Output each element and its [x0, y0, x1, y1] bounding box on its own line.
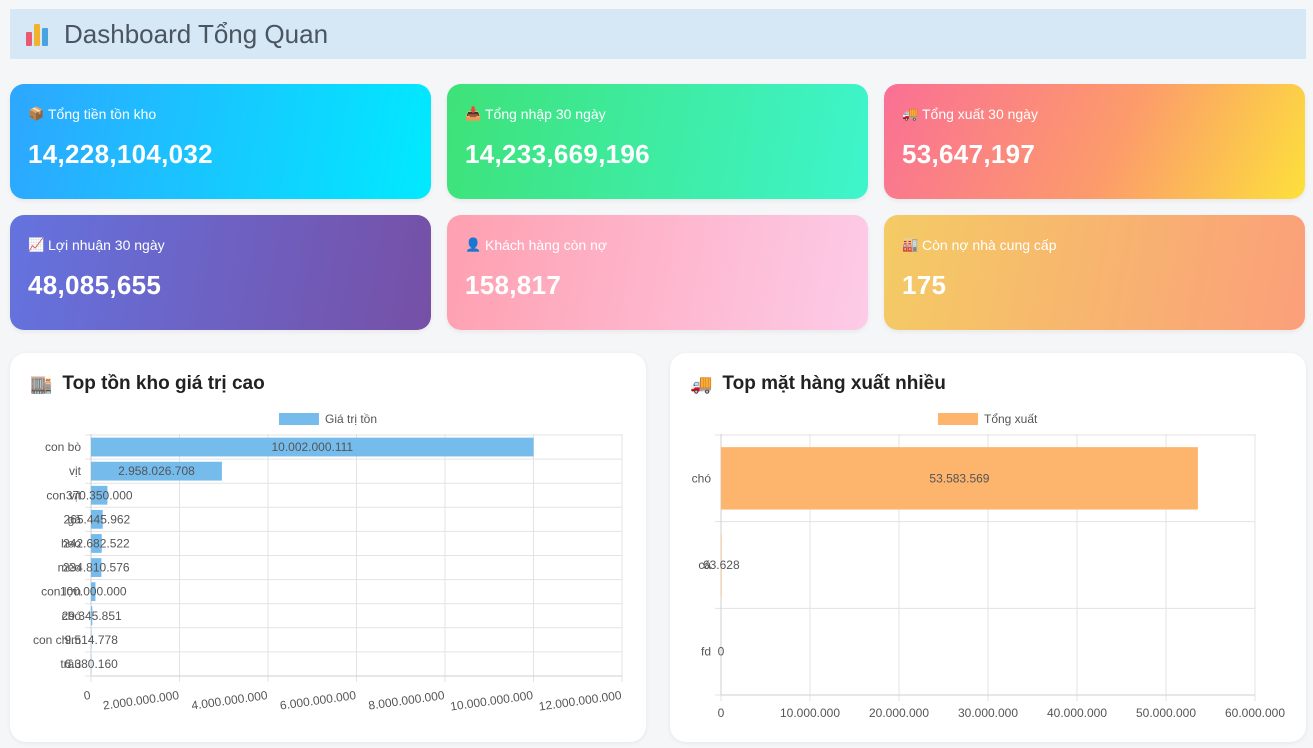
bar	[721, 447, 1198, 510]
bar	[91, 606, 93, 626]
user-icon: 👤	[465, 237, 482, 252]
data-label: 6.380.160	[64, 657, 118, 671]
x-tick-label: 2.000.000.000	[102, 688, 180, 713]
stat-card-imports-30-days: 📥 Tổng nhập 30 ngày 14,233,669,196	[447, 84, 868, 199]
top-inventory-panel: Giá trị tồn con bò 10.002.000.111 vịt 2.958.…	[10, 353, 646, 742]
category-label: trâu	[60, 657, 81, 671]
bar	[91, 461, 222, 481]
category-label: con bò	[45, 440, 81, 454]
warehouse-icon: 🏬	[30, 373, 53, 394]
page-title: Dashboard Tổng Quan	[64, 18, 329, 49]
bar	[91, 485, 108, 505]
stat-value: 48,085,655	[28, 270, 162, 300]
x-tick-label: 6.000.000.000	[279, 688, 357, 713]
data-label: 0	[718, 645, 725, 659]
stat-value: 158,817	[465, 270, 562, 300]
truck-icon: 🚚	[902, 106, 919, 121]
top-inventory-chart: Giá trị tồn con bò 10.002.000.111 vịt 2.958.…	[33, 412, 623, 714]
data-label: 53.583.569	[929, 471, 989, 485]
trend-up-icon: 📈	[28, 237, 45, 252]
x-tick-label: 8.000.000.000	[367, 688, 445, 713]
bar-chart-icon	[24, 20, 52, 48]
truck-icon: 🚚	[690, 373, 713, 394]
x-tick-label: 20.000.000	[869, 706, 929, 720]
category-label: con lợn	[41, 585, 81, 599]
stat-label: Tổng nhập 30 ngày	[485, 106, 606, 122]
stat-label: Khách hàng còn nợ	[485, 237, 608, 253]
stat-card-supplier-debt: 🏭 Còn nợ nhà cung cấp 175	[884, 215, 1305, 330]
x-tick-label: 50.000.000	[1136, 706, 1196, 720]
data-label: 370.350.000	[66, 488, 133, 502]
x-tick-label: 0	[718, 706, 725, 720]
category-label: vịt	[69, 464, 82, 478]
category-label: mèo	[58, 561, 82, 575]
category-label: cá	[698, 558, 711, 572]
category-label: fd	[701, 645, 711, 659]
stat-card-profit-30-days: 📈 Lợi nhuận 30 ngày 48,085,655	[10, 215, 431, 330]
inbox-icon: 📥	[465, 106, 482, 121]
x-tick-label: 0	[83, 688, 92, 703]
dashboard-header: Dashboard Tổng Quan	[10, 9, 1306, 59]
factory-icon: 🏭	[902, 237, 919, 252]
panel-title: Top mặt hàng xuất nhiều	[722, 373, 946, 394]
stat-label: Tổng xuất 30 ngày	[922, 106, 1038, 122]
stat-value: 53,647,197	[902, 139, 1036, 169]
stat-label: Lợi nhuận 30 ngày	[48, 237, 165, 253]
legend-label: Tổng xuất	[984, 412, 1038, 426]
data-label: 100.000.000	[60, 585, 127, 599]
bar	[91, 558, 102, 577]
x-tick-label: 10.000.000	[780, 706, 840, 720]
data-label: 63.628	[703, 558, 740, 572]
stat-label: Còn nợ nhà cung cấp	[922, 237, 1057, 253]
stat-value: 14,228,104,032	[28, 139, 213, 169]
category-label: gà	[68, 512, 82, 526]
data-label: 234.810.576	[63, 561, 130, 575]
bar	[91, 582, 96, 602]
panel-title: Top tồn kho giá trị cao	[62, 373, 265, 394]
category-label: con vịt	[46, 488, 81, 502]
stat-value: 14,233,669,196	[465, 139, 650, 169]
category-label: con chim	[33, 633, 81, 647]
data-label: 2.958.026.708	[118, 464, 195, 478]
category-label: chó	[62, 609, 82, 623]
stat-card-inventory-value: 📦 Tổng tiền tồn kho 14,228,104,032	[10, 84, 431, 199]
data-label: 265.445.962	[64, 512, 131, 526]
bar	[91, 534, 102, 553]
x-tick-label: 40.000.000	[1047, 706, 1107, 720]
category-label: heo	[61, 536, 81, 550]
stat-value: 175	[902, 270, 947, 300]
legend-swatch	[938, 413, 978, 425]
top-exports-panel: Tổng xuất chó 53.583.569 cá 63.628 fd 0 0 10.000…	[670, 353, 1306, 742]
bar	[91, 437, 534, 457]
stat-card-customer-debt: 👤 Khách hàng còn nợ 158,817	[447, 215, 868, 330]
stat-card-exports-30-days: 🚚 Tổng xuất 30 ngày 53,647,197	[884, 84, 1305, 199]
category-label: chó	[692, 471, 712, 485]
data-label: 29.345.851	[62, 609, 122, 623]
package-icon: 📦	[28, 106, 45, 121]
x-tick-label: 30.000.000	[958, 706, 1018, 720]
data-label: 242.682.522	[63, 536, 130, 550]
x-tick-label: 12.000.000.000	[538, 688, 623, 714]
x-tick-label: 10.000.000.000	[449, 688, 534, 714]
bar	[721, 533, 722, 597]
data-label: 10.002.000.111	[271, 440, 353, 454]
data-label: 9.514.778	[65, 633, 119, 647]
x-tick-label: 4.000.000.000	[190, 688, 268, 713]
stat-label: Tổng tiền tồn kho	[48, 106, 157, 122]
legend-swatch	[279, 413, 319, 425]
legend-label: Giá trị tồn	[325, 412, 377, 426]
bar	[91, 509, 103, 529]
x-tick-label: 60.000.000	[1225, 706, 1285, 720]
